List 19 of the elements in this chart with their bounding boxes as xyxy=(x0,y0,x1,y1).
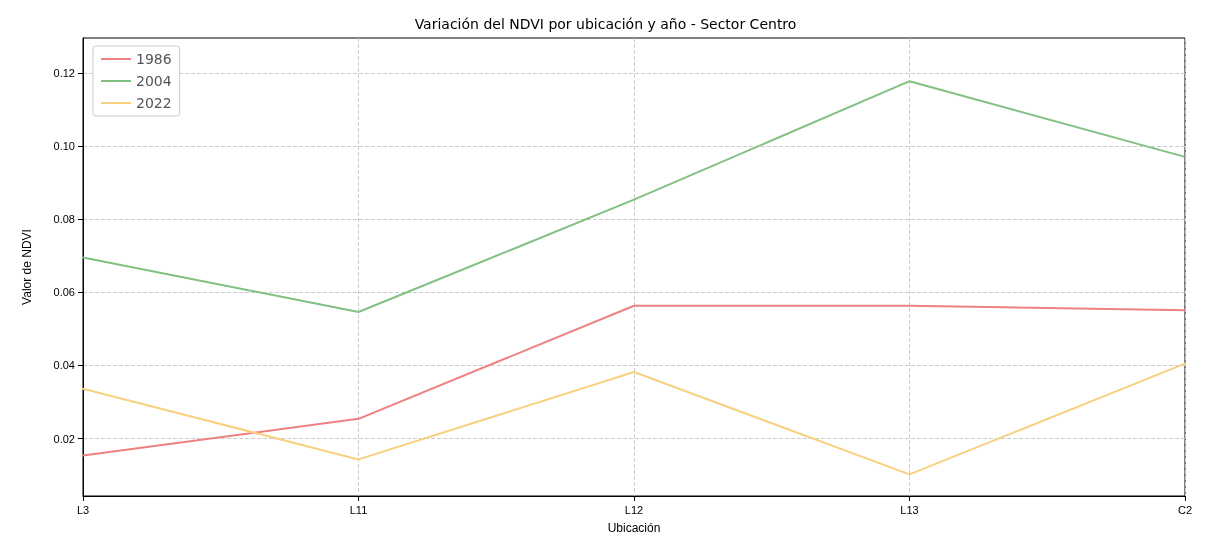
chart-title: Variación del NDVI por ubicación y año - Sector Centro xyxy=(414,16,797,32)
legend-label: 2004 xyxy=(136,73,172,89)
x-tick-label: L12 xyxy=(624,503,644,516)
x-tick-label: C2 xyxy=(1177,503,1193,516)
y-tick-label: 0.12 xyxy=(53,66,75,79)
legend-label: 2022 xyxy=(136,95,172,111)
line-series xyxy=(82,362,1186,476)
y-tick-label: 0.02 xyxy=(53,432,75,445)
y-tick-label: 0.10 xyxy=(53,139,75,152)
x-tick-label: L13 xyxy=(900,503,919,516)
x-tick-label: L11 xyxy=(349,503,368,516)
legend-label: 1986 xyxy=(136,51,172,67)
x-axis-title: Ubicación xyxy=(607,521,661,535)
x-tick-label: L3 xyxy=(76,503,90,516)
y-tick-label: 0.06 xyxy=(53,286,75,299)
y-tick-label: 0.08 xyxy=(53,213,75,226)
y-axis-title: Valor de NDVI xyxy=(20,229,34,305)
y-tick-label: 0.04 xyxy=(53,359,75,372)
line-series xyxy=(82,304,1186,457)
